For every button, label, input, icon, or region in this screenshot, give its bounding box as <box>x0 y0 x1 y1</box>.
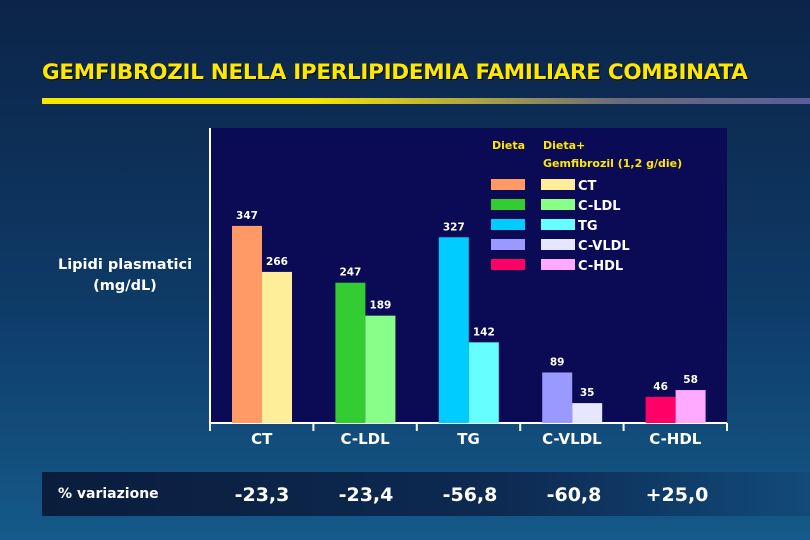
legend-label-cldl: C-LDL <box>578 199 621 214</box>
y-axis-label-line2: (mg/dL) <box>93 278 157 294</box>
data-label-gemfibrozil-ct: 266 <box>266 256 288 268</box>
x-tick-label-ct: CT <box>251 430 273 448</box>
x-tick-label-tg: TG <box>457 430 480 448</box>
percent-value-cldl: -23,4 <box>338 484 394 506</box>
legend-swatch-gemfibrozil-chdl <box>541 259 575 270</box>
page-title: GEMFIBROZIL NELLA IPERLIPIDEMIA FAMILIAR… <box>42 60 748 85</box>
legend-label-ct: CT <box>578 179 597 194</box>
data-label-dieta-cldl: 247 <box>339 267 361 279</box>
y-axis-label: Lipidi plasmatici (mg/dL) <box>40 255 210 297</box>
bar-dieta-chdl <box>645 396 676 423</box>
legend-header-dieta: Dieta <box>492 139 525 152</box>
x-tick-label-cldl: C-LDL <box>341 430 391 448</box>
legend-swatch-gemfibrozil-tg <box>541 219 575 230</box>
data-label-gemfibrozil-chdl: 58 <box>683 374 698 386</box>
percent-value-cvldl: -60,8 <box>546 484 602 506</box>
legend-swatch-gemfibrozil-cldl <box>541 199 575 210</box>
bar-gemfibrozil-ct <box>262 271 292 423</box>
percent-variation-label: % variazione <box>58 486 159 502</box>
legend-swatch-dieta-tg <box>491 219 525 230</box>
x-tick-label-cvldl: C-VLDL <box>542 430 602 448</box>
bar-gemfibrozil-cvldl <box>572 403 603 423</box>
data-label-dieta-cvldl: 89 <box>550 356 565 368</box>
legend-swatch-gemfibrozil-ct <box>541 179 575 190</box>
y-axis-label-line1: Lipidi plasmatici <box>57 257 193 273</box>
legend-swatch-dieta-chdl <box>491 259 525 270</box>
bar-gemfibrozil-cldl <box>365 315 396 423</box>
legend-swatch-dieta-cvldl <box>491 239 525 250</box>
legend-swatch-dieta-cldl <box>491 199 525 210</box>
bar-dieta-ct <box>232 225 262 423</box>
data-label-dieta-tg: 327 <box>443 221 465 233</box>
legend-label-cvldl: C-VLDL <box>578 239 630 254</box>
bar-gemfibrozil-chdl <box>675 390 706 423</box>
data-label-gemfibrozil-tg: 142 <box>473 326 495 338</box>
legend-swatch-gemfibrozil-cvldl <box>541 239 575 250</box>
data-label-gemfibrozil-cvldl: 35 <box>580 387 595 399</box>
legend-header-combo-line2: Gemfibrozil (1,2 g/die) <box>543 157 682 170</box>
percent-value-ct: -23,3 <box>234 484 290 506</box>
title-underline <box>42 98 810 104</box>
x-tick-label-chdl: C-HDL <box>649 430 702 448</box>
legend-label-tg: TG <box>578 219 598 234</box>
data-label-dieta-ct: 347 <box>236 210 258 222</box>
legend-label-chdl: C-HDL <box>578 259 623 274</box>
data-label-dieta-chdl: 46 <box>653 381 668 393</box>
percent-value-tg: -56,8 <box>442 484 498 506</box>
legend-swatch-dieta-ct <box>491 179 525 190</box>
percent-variation-band <box>42 472 810 516</box>
bar-dieta-cvldl <box>542 372 573 423</box>
bar-dieta-tg <box>438 237 469 423</box>
bar-dieta-cldl <box>335 282 366 423</box>
data-label-gemfibrozil-cldl: 189 <box>369 300 391 312</box>
bar-chart: 347 266 CT 247 189 C-LDL 327 142 TG 89 35 C-VLDL 46 5… <box>210 128 727 448</box>
legend-header-combo-line1: Dieta+ <box>543 139 585 152</box>
percent-value-chdl: +25,0 <box>645 484 709 506</box>
bar-gemfibrozil-tg <box>468 342 499 423</box>
